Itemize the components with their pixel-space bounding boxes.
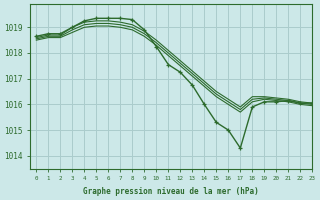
X-axis label: Graphe pression niveau de la mer (hPa): Graphe pression niveau de la mer (hPa) — [84, 187, 259, 196]
